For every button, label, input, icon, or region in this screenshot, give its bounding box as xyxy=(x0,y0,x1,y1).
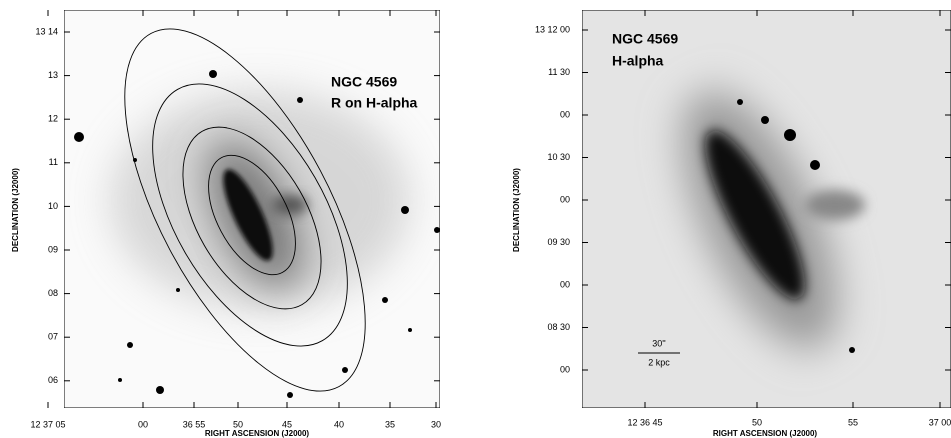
x-tick-label: 00 xyxy=(138,419,148,429)
object-name: NGC 4569 xyxy=(331,74,397,90)
y-tick-label: 10 xyxy=(48,201,58,211)
y-axis-title: DECLINATION (J2000) xyxy=(512,168,521,252)
left-image xyxy=(64,10,440,408)
x-tick-label: 36 55 xyxy=(183,419,206,429)
x-tick-label: 55 xyxy=(848,417,858,427)
x-tick-label: 12 37 05 xyxy=(30,419,65,429)
y-tick-label: 00 xyxy=(560,194,570,204)
x-tick-label: 12 36 45 xyxy=(627,417,662,427)
panel-label: H-alpha xyxy=(612,53,664,69)
y-tick-label: 00 xyxy=(560,279,570,289)
y-tick-label: 13 12 00 xyxy=(535,24,570,34)
y-tick-label: 13 14 xyxy=(35,26,58,36)
x-axis-title: RIGHT ASCENSION (J2000) xyxy=(205,429,310,438)
y-tick-label: 06 xyxy=(48,375,58,385)
object-name: NGC 4569 xyxy=(612,31,678,47)
right-image xyxy=(582,10,951,408)
y-tick-label: 08 xyxy=(48,288,58,298)
x-tick-label: 40 xyxy=(334,419,344,429)
y-tick-label: 00 xyxy=(560,364,570,374)
scale-distance: 2 kpc xyxy=(648,357,670,367)
y-tick-label: 00 xyxy=(560,109,570,119)
x-axis-title: RIGHT ASCENSION (J2000) xyxy=(713,429,818,438)
panel-label: R on H-alpha xyxy=(331,95,418,111)
y-tick-label: 11 xyxy=(49,157,58,167)
x-tick-label: 50 xyxy=(233,419,243,429)
y-axis-title: DECLINATION (J2000) xyxy=(11,168,20,252)
y-tick-label: 08 30 xyxy=(547,322,570,332)
x-tick-label: 30 xyxy=(431,419,441,429)
y-tick-label: 09 xyxy=(48,244,58,254)
y-tick-label: 13 xyxy=(48,70,58,80)
y-tick-label: 07 xyxy=(48,332,58,342)
y-tick-label: 11 30 xyxy=(548,67,570,77)
x-tick-label: 45 xyxy=(282,419,292,429)
y-tick-label: 09 30 xyxy=(547,237,570,247)
y-tick-label: 12 xyxy=(48,114,58,124)
x-tick-label: 35 xyxy=(385,419,395,429)
x-tick-label: 50 xyxy=(752,417,762,427)
scale-angle: 30'' xyxy=(652,338,666,348)
x-tick-label: 37 00 xyxy=(929,417,951,427)
y-tick-label: 10 30 xyxy=(547,152,570,162)
